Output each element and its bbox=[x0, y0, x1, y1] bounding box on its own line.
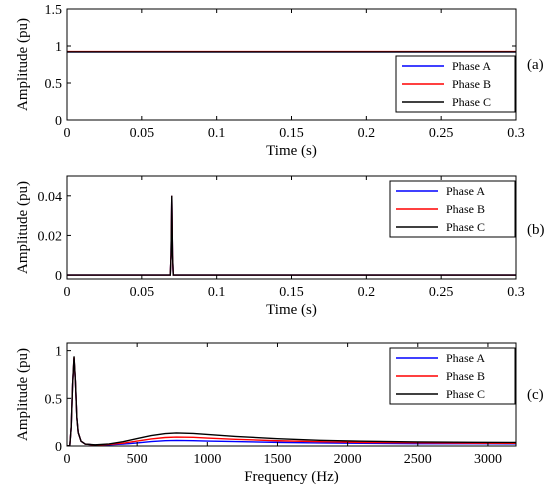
x-tick-label: 2000 bbox=[334, 452, 362, 467]
legend-entry: Phase B bbox=[452, 77, 491, 91]
panel-label: (b) bbox=[527, 222, 545, 238]
chart-panel-2: 0 500 1000 1500 2000 2500 3000 0 0.5 1 Frequency (… bbox=[15, 342, 544, 485]
chart-panel-0: 0 0.05 0.1 0.15 0.2 0.25 0.3 0 0.5 1 1.5 Time (s) Am… bbox=[15, 3, 544, 159]
x-tick-label: 0.05 bbox=[130, 285, 155, 300]
y-tick-label: 0 bbox=[55, 114, 62, 129]
x-tick-label: 0.2 bbox=[358, 285, 376, 300]
y-tick-label: 0.5 bbox=[45, 392, 63, 407]
panel-label: (a) bbox=[527, 57, 544, 73]
x-tick-label: 0.05 bbox=[130, 126, 155, 141]
x-tick-label: 0 bbox=[64, 285, 71, 300]
legend-entry: Phase A bbox=[446, 351, 485, 365]
x-tick-label: 0 bbox=[64, 126, 71, 141]
x-axis-label: Time (s) bbox=[266, 143, 317, 159]
plot-frame bbox=[66, 342, 517, 447]
y-tick-label: 1 bbox=[55, 345, 62, 360]
legend-entry: Phase C bbox=[452, 95, 491, 109]
x-tick-label: 0.15 bbox=[279, 285, 304, 300]
panel-label: (c) bbox=[527, 387, 544, 403]
legend-entry: Phase C bbox=[446, 387, 485, 401]
x-tick-label: 0.1 bbox=[208, 285, 226, 300]
series-line-phase-c bbox=[67, 356, 516, 446]
chart-panel-1: 0 0.05 0.1 0.15 0.2 0.25 0.3 0 0.02 0.04 Time (s) A… bbox=[15, 175, 545, 318]
x-tick-label: 2500 bbox=[404, 452, 432, 467]
y-axis-label: Amplitude (pu) bbox=[15, 18, 31, 111]
y-tick-label: 0.02 bbox=[38, 229, 63, 244]
y-axis-label: Amplitude (pu) bbox=[15, 181, 31, 274]
x-tick-label: 0 bbox=[64, 452, 71, 467]
y-axis-label: Amplitude (pu) bbox=[15, 348, 31, 441]
x-tick-label: 0.25 bbox=[429, 126, 454, 141]
x-tick-label: 0.15 bbox=[279, 126, 304, 141]
x-tick-label: 500 bbox=[127, 452, 148, 467]
series-line-phase-c bbox=[67, 195, 516, 276]
x-axis-label: Frequency (Hz) bbox=[244, 469, 339, 485]
legend-entry: Phase B bbox=[446, 202, 485, 216]
x-tick-label: 3000 bbox=[474, 452, 502, 467]
y-tick-label: 0 bbox=[55, 269, 62, 284]
y-tick-label: 1.5 bbox=[45, 3, 63, 18]
x-tick-label: 1500 bbox=[263, 452, 291, 467]
legend: Phase A Phase B Phase C bbox=[389, 180, 516, 238]
legend: Phase A Phase B Phase C bbox=[395, 55, 516, 113]
x-tick-label: 0.2 bbox=[358, 126, 376, 141]
y-tick-label: 1 bbox=[55, 40, 62, 55]
x-tick-label: 0.25 bbox=[429, 285, 454, 300]
x-tick-label: 0.3 bbox=[507, 126, 525, 141]
y-tick-label: 0.5 bbox=[45, 77, 63, 92]
legend-entry: Phase A bbox=[452, 59, 491, 73]
legend-entry: Phase C bbox=[446, 220, 485, 234]
x-axis-label: Time (s) bbox=[266, 302, 317, 318]
x-tick-label: 1000 bbox=[193, 452, 221, 467]
legend: Phase A Phase B Phase C bbox=[389, 347, 516, 405]
y-tick-label: 0.04 bbox=[38, 190, 63, 205]
legend-entry: Phase A bbox=[446, 184, 485, 198]
x-tick-label: 0.3 bbox=[507, 285, 525, 300]
legend-entry: Phase B bbox=[446, 369, 485, 383]
y-tick-label: 0 bbox=[55, 440, 62, 455]
x-tick-label: 0.1 bbox=[208, 126, 226, 141]
